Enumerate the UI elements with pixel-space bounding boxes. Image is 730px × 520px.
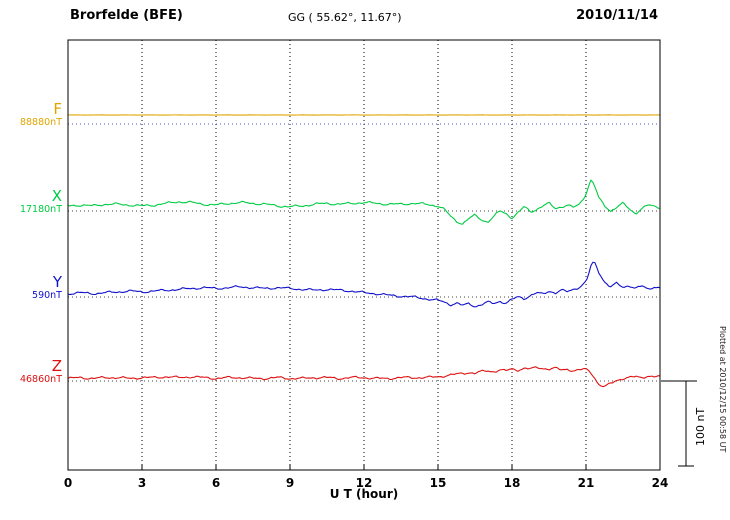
x-tick-label: 24 (652, 476, 669, 490)
x-tick-label: 18 (504, 476, 521, 490)
x-tick-label: 6 (212, 476, 220, 490)
channel-label-F: F 88880nT (0, 100, 62, 129)
plotted-at-note: Plotted at 2010/12/15 00:58 UT (718, 326, 727, 453)
channel-label-Z: Z 46860nT (0, 357, 62, 386)
trace-Z (67, 366, 661, 388)
channel-letter: F (53, 100, 62, 118)
x-axis-label: U T (hour) (329, 487, 399, 501)
channel-letter: X (51, 187, 62, 205)
channel-baseline-value: 17180nT (19, 204, 62, 216)
channel-baseline-value: 590nT (32, 290, 62, 302)
x-tick-label: 9 (286, 476, 294, 490)
trace-Y (67, 261, 661, 308)
trace-X (67, 179, 661, 225)
plot-date: 2010/11/14 (576, 8, 658, 23)
channel-label-Y: Y 590nT (0, 273, 62, 302)
x-tick-label: 12 (356, 476, 373, 490)
x-tick-label: 0 (64, 476, 72, 490)
x-tick-label: 15 (430, 476, 447, 490)
x-tick-label: 3 (138, 476, 146, 490)
channel-letter: Z (51, 357, 62, 375)
channel-baseline-value: 46860nT (19, 374, 62, 386)
station-title: Brorfelde (BFE) (70, 8, 183, 23)
channel-letter: Y (52, 273, 62, 291)
channel-label-X: X 17180nT (0, 187, 62, 216)
station-coords: GG ( 55.62°, 11.67°) (288, 11, 402, 24)
x-tick-label: 21 (578, 476, 595, 490)
channel-baseline-value: 88880nT (19, 117, 62, 129)
scale-bar-label: 100 nT (694, 407, 707, 446)
